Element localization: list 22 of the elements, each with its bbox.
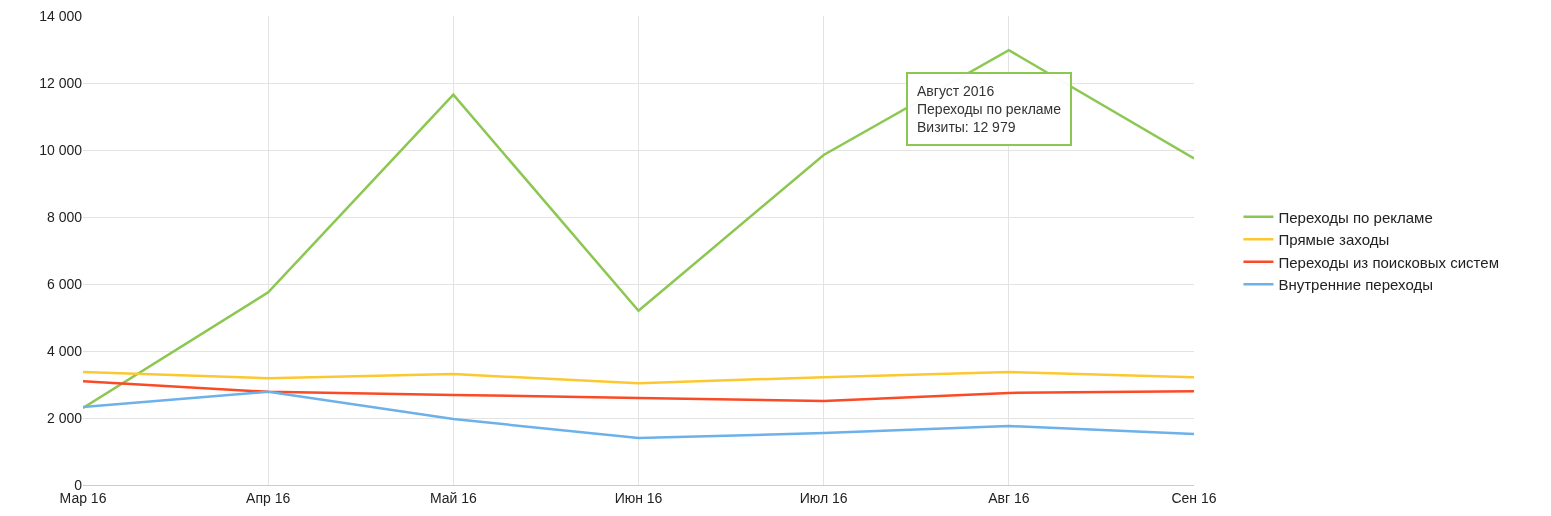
- line-series: [83, 48, 1194, 410]
- legend-label: Переходы из поисковых систем: [1278, 253, 1499, 271]
- y-tick-label: 2 000: [46, 409, 83, 426]
- line-series: [83, 390, 1194, 440]
- x-tick-label: Июн 16: [614, 489, 663, 506]
- line-series: [83, 379, 1194, 403]
- legend-label: Прямые заходы: [1278, 231, 1390, 249]
- y-tick-label: 8 000: [46, 208, 83, 225]
- x-tick-label: Сен 16: [1171, 489, 1217, 506]
- annotation: Август 2016 Переходы по рекламе Визиты: 12 979: [917, 83, 1062, 136]
- y-tick-label: 4 000: [46, 342, 83, 359]
- line-series: [83, 370, 1194, 385]
- y-tick-label: 10 000: [39, 141, 83, 158]
- y-tick-label: 6 000: [46, 275, 83, 292]
- legend-label: Переходы по рекламе: [1278, 208, 1433, 226]
- y-tick-label: 12 000: [39, 74, 83, 91]
- y-tick-label: 14 000: [39, 7, 83, 24]
- x-tick-label: Авг 16: [988, 489, 1030, 506]
- legend-label: Внутренние переходы: [1278, 276, 1433, 294]
- x-tick-label: Июл 16: [799, 489, 848, 506]
- x-tick-label: Апр 16: [246, 489, 291, 506]
- x-tick-label: Май 16: [429, 489, 477, 506]
